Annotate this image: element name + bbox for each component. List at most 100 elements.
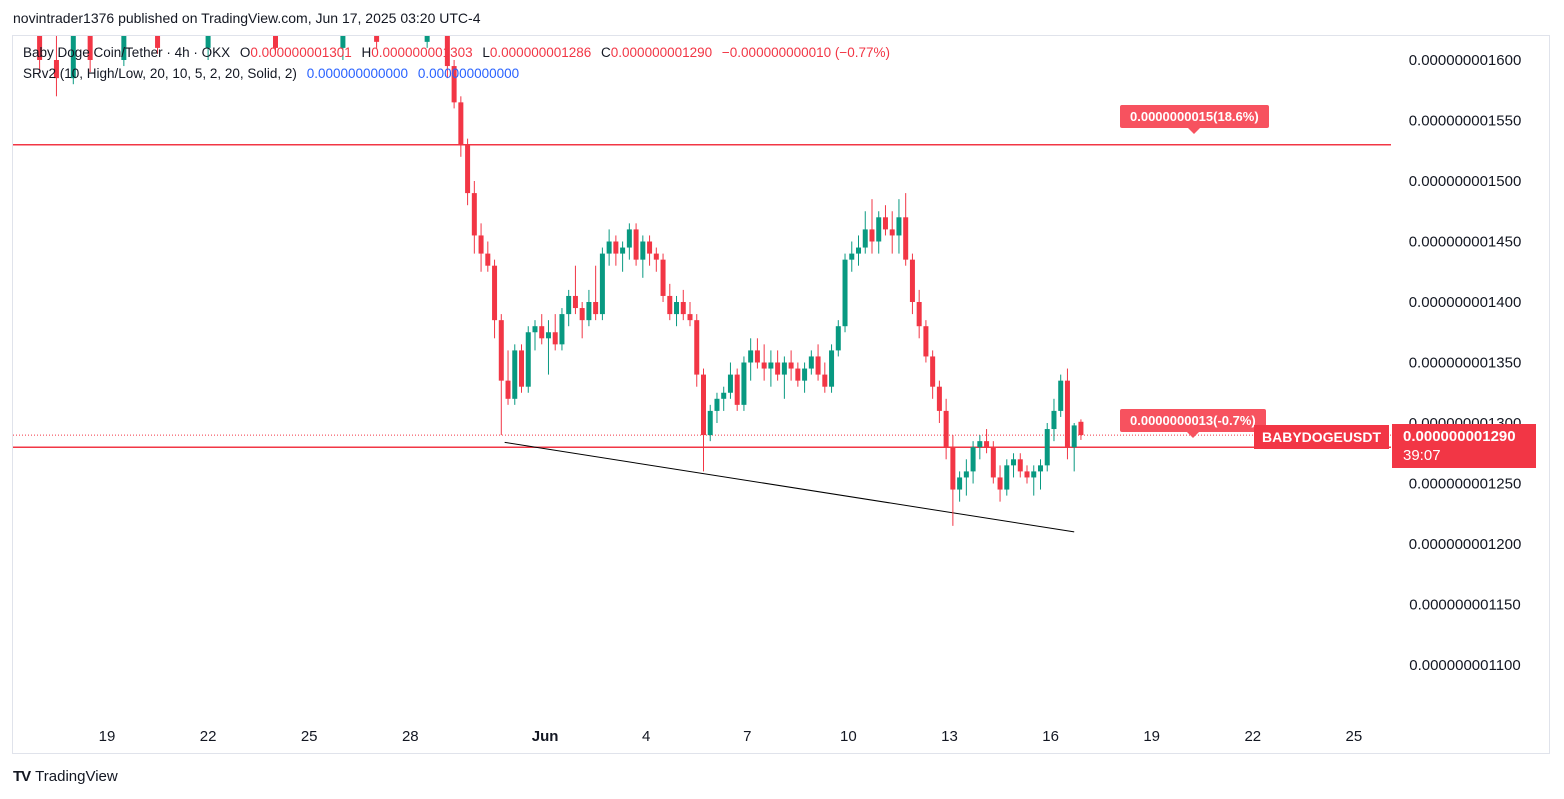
x-tick-label: 25 xyxy=(1346,728,1363,745)
bar-countdown: 39:07 xyxy=(1403,447,1441,464)
x-tick-label: 22 xyxy=(1244,728,1261,745)
candle-body xyxy=(121,36,127,60)
candle-body xyxy=(559,314,565,345)
candle xyxy=(633,223,639,266)
candle xyxy=(923,320,929,363)
candle-body xyxy=(626,229,632,248)
y-tick-label: 0.000000001200 xyxy=(1409,536,1522,553)
candle-body xyxy=(451,66,457,103)
candle-body xyxy=(862,229,868,248)
trendline-group xyxy=(504,441,1075,533)
candle xyxy=(498,314,504,436)
candle-body xyxy=(579,308,585,321)
x-tick-label: 7 xyxy=(743,728,751,745)
candle xyxy=(761,344,767,381)
candle-body xyxy=(970,447,976,472)
candle-body xyxy=(620,247,626,254)
candle-body xyxy=(572,295,578,309)
candle-body xyxy=(1004,465,1010,490)
candle-body xyxy=(492,265,498,321)
candle xyxy=(1031,465,1037,496)
candle xyxy=(903,193,909,266)
candle xyxy=(613,235,619,266)
candle xyxy=(1044,423,1050,472)
candle xyxy=(984,429,990,454)
candle-body xyxy=(849,253,855,260)
candle-body xyxy=(512,350,518,399)
candle-body xyxy=(889,229,895,236)
horizontal-lines xyxy=(13,143,1391,448)
candle xyxy=(970,441,976,484)
candle xyxy=(532,320,538,351)
candle xyxy=(849,241,855,272)
candle-body xyxy=(896,217,902,236)
candle-body xyxy=(700,374,706,436)
candle xyxy=(835,320,841,357)
candle-body xyxy=(539,326,545,339)
candle xyxy=(727,362,733,399)
chart-frame xyxy=(12,35,1550,754)
x-tick-label: 13 xyxy=(941,728,958,745)
candle xyxy=(876,211,882,254)
candle xyxy=(572,265,578,315)
candle xyxy=(1017,453,1023,478)
candle xyxy=(205,36,211,60)
candle-body xyxy=(1078,421,1084,436)
candle-body xyxy=(768,362,774,369)
candle xyxy=(667,283,673,321)
candle-body xyxy=(532,326,538,333)
candle xyxy=(687,302,693,327)
current-price-label[interactable]: 0.0000000013(-0.7%) xyxy=(1120,409,1266,439)
candle xyxy=(340,36,346,60)
x-tick-label: 4 xyxy=(642,728,650,745)
candle-body xyxy=(545,332,551,339)
candle-body xyxy=(687,314,693,321)
candle-body xyxy=(505,380,511,399)
candle-body xyxy=(653,253,659,260)
candle xyxy=(155,36,161,54)
published-line: novintrader1376 published on TradingView… xyxy=(13,10,481,26)
candle-body xyxy=(498,320,504,381)
candle-body xyxy=(930,356,936,387)
candle xyxy=(674,295,680,327)
candle-body xyxy=(566,295,572,315)
candle xyxy=(707,404,713,442)
y-tick-label: 0.000000001400 xyxy=(1409,294,1522,311)
candle-body xyxy=(647,241,653,254)
indicator-name[interactable]: SRv2 (10, High/Low, 20, 10, 5, 2, 20, So… xyxy=(23,66,297,81)
legend-high: H0.000000001303 xyxy=(361,45,473,60)
candle xyxy=(741,356,747,411)
candle-body xyxy=(977,441,983,448)
candle xyxy=(512,344,518,405)
candle-body xyxy=(586,302,592,321)
candle xyxy=(882,205,888,236)
candle-body xyxy=(903,217,909,260)
candle-body xyxy=(1071,425,1077,448)
candle xyxy=(700,368,706,472)
candle xyxy=(842,253,848,333)
trendline xyxy=(504,441,1075,533)
candle-body xyxy=(660,259,666,296)
candle xyxy=(539,314,545,345)
candle-body xyxy=(205,36,211,48)
candle-body xyxy=(957,477,963,490)
candle xyxy=(70,36,76,85)
x-tick-label: 19 xyxy=(1143,728,1160,745)
indicator-value-1: 0.000000000000 xyxy=(306,66,409,81)
candle xyxy=(1078,419,1084,440)
candle-body xyxy=(613,241,619,254)
y-tick-label: 0.000000001550 xyxy=(1409,113,1522,130)
y-tick-label: 0.000000001150 xyxy=(1409,597,1521,614)
candle xyxy=(680,289,686,321)
candle-body xyxy=(869,229,875,242)
candle-body xyxy=(478,235,484,254)
candle xyxy=(599,247,605,321)
candle xyxy=(505,350,511,405)
candle xyxy=(775,350,781,381)
tradingview-brand[interactable]: TV TradingView xyxy=(13,768,118,785)
candle xyxy=(519,344,525,393)
candle-body xyxy=(842,259,848,327)
target-price-label[interactable]: 0.0000000015(18.6%) xyxy=(1120,104,1269,134)
symbol-tag: BABYDOGEUSDT xyxy=(1254,425,1390,449)
